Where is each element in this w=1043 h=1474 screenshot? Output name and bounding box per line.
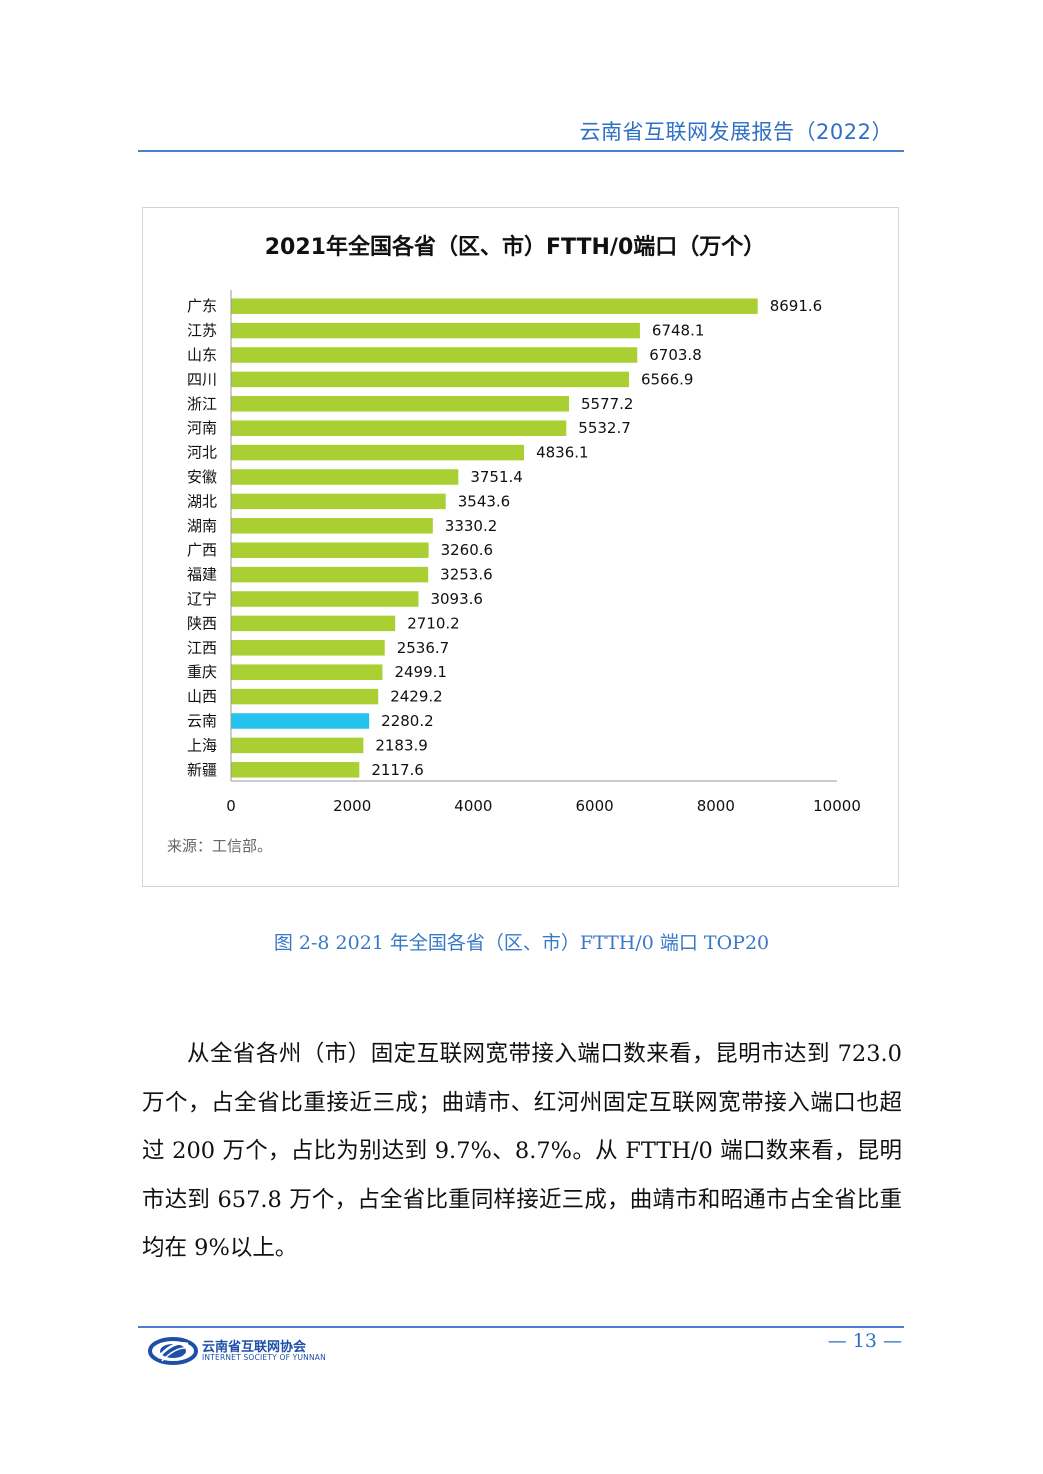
category-label: 陕西 bbox=[187, 614, 217, 632]
footer-divider bbox=[138, 1326, 904, 1328]
category-label: 湖南 bbox=[187, 517, 217, 535]
category-label: 福建 bbox=[187, 566, 217, 584]
data-label: 3253.6 bbox=[440, 566, 493, 584]
bar bbox=[231, 762, 360, 778]
association-logo: 云南省互联网协会 INTERNET SOCIETY OF YUNNAN bbox=[148, 1334, 328, 1370]
data-label: 2117.6 bbox=[371, 761, 424, 779]
data-label: 3751.4 bbox=[470, 468, 523, 486]
category-label: 新疆 bbox=[187, 761, 217, 779]
data-label: 2280.2 bbox=[381, 712, 434, 730]
bar bbox=[231, 542, 429, 558]
category-label: 辽宁 bbox=[187, 590, 217, 608]
category-label: 云南 bbox=[187, 712, 217, 730]
bar-chart: 2021年全国各省（区、市）FTTH/0端口（万个） 广东 8691.6 江苏 674… bbox=[187, 234, 861, 815]
bar bbox=[231, 347, 638, 363]
data-label: 6703.8 bbox=[649, 346, 702, 364]
logo-text-cn: 云南省互联网协会 bbox=[202, 1340, 307, 1355]
header-title: 云南省互联网发展报告（2022） bbox=[579, 120, 893, 144]
data-label: 6748.1 bbox=[652, 322, 705, 340]
x-tick-label: 10000 bbox=[813, 797, 861, 815]
data-label: 2429.2 bbox=[390, 688, 443, 706]
bar bbox=[231, 664, 383, 680]
data-label: 3093.6 bbox=[430, 590, 483, 608]
category-label: 广西 bbox=[187, 541, 217, 559]
data-label: 5532.7 bbox=[578, 419, 631, 437]
bar bbox=[231, 322, 640, 339]
category-label: 广东 bbox=[187, 297, 217, 315]
category-label: 江苏 bbox=[187, 322, 217, 340]
chart-figure: 2021年全国各省（区、市）FTTH/0端口（万个） 广东 8691.6 江苏 674… bbox=[142, 207, 899, 887]
category-label: 山东 bbox=[187, 346, 217, 364]
bar bbox=[231, 688, 379, 705]
category-label: 湖北 bbox=[187, 492, 217, 510]
bar bbox=[231, 737, 364, 754]
logo-text-en: INTERNET SOCIETY OF YUNNAN bbox=[202, 1353, 326, 1362]
bar bbox=[231, 566, 429, 583]
association-emblem-icon bbox=[148, 1337, 198, 1365]
body-paragraph: 从全省各州（市）固定互联网宽带接入端口数来看，昆明市达到 723.0 万个，占全… bbox=[142, 1041, 902, 1261]
x-tick-label: 0 bbox=[226, 797, 236, 815]
chart-source: 来源：工信部。 bbox=[167, 837, 273, 855]
bar bbox=[231, 640, 385, 656]
data-label: 3260.6 bbox=[441, 541, 494, 559]
bar bbox=[231, 518, 433, 534]
data-label: 2710.2 bbox=[407, 614, 460, 632]
category-label: 山西 bbox=[187, 688, 217, 706]
category-label: 河南 bbox=[187, 419, 217, 437]
category-label: 重庆 bbox=[187, 663, 217, 681]
bars-layer: 广东 8691.6 江苏 6748.1 山东 6703.8 四川 6566.9 浙江 5577.2… bbox=[187, 290, 861, 815]
bar bbox=[231, 396, 569, 412]
body-paragraph-block: 从全省各州（市）固定互联网宽带接入端口数来看，昆明市达到 723.0 万个，占全… bbox=[142, 1030, 902, 1273]
bar bbox=[231, 371, 629, 388]
bar bbox=[231, 493, 446, 510]
data-label: 8691.6 bbox=[770, 297, 823, 315]
category-label: 江西 bbox=[187, 639, 217, 657]
x-tick-label: 2000 bbox=[333, 797, 371, 815]
category-label: 上海 bbox=[187, 736, 217, 754]
x-tick-label: 6000 bbox=[576, 797, 614, 815]
bar bbox=[231, 420, 567, 436]
category-label: 河北 bbox=[187, 444, 217, 462]
header-divider bbox=[138, 150, 904, 152]
bar bbox=[231, 591, 419, 607]
x-tick-label: 4000 bbox=[454, 797, 492, 815]
bar bbox=[231, 298, 758, 314]
bar bbox=[231, 615, 396, 632]
category-label: 安徽 bbox=[187, 468, 217, 486]
category-label: 浙江 bbox=[187, 395, 217, 413]
bar bbox=[231, 469, 459, 485]
x-tick-label: 8000 bbox=[697, 797, 735, 815]
page-number: — 13 — bbox=[827, 1330, 902, 1352]
data-label: 2183.9 bbox=[375, 736, 428, 754]
data-label: 2536.7 bbox=[397, 639, 450, 657]
data-label: 6566.9 bbox=[641, 370, 694, 388]
chart-title: 2021年全国各省（区、市）FTTH/0端口（万个） bbox=[265, 234, 766, 260]
data-label: 5577.2 bbox=[581, 395, 634, 413]
data-label: 2499.1 bbox=[394, 663, 447, 681]
bar bbox=[231, 444, 525, 461]
bar bbox=[231, 713, 370, 729]
data-label: 3330.2 bbox=[445, 517, 498, 535]
figure-caption: 图 2-8 2021 年全国各省（区、市）FTTH/0 端口 TOP20 bbox=[273, 932, 770, 954]
category-label: 四川 bbox=[187, 370, 217, 388]
data-label: 3543.6 bbox=[458, 492, 511, 510]
data-label: 4836.1 bbox=[536, 444, 589, 462]
